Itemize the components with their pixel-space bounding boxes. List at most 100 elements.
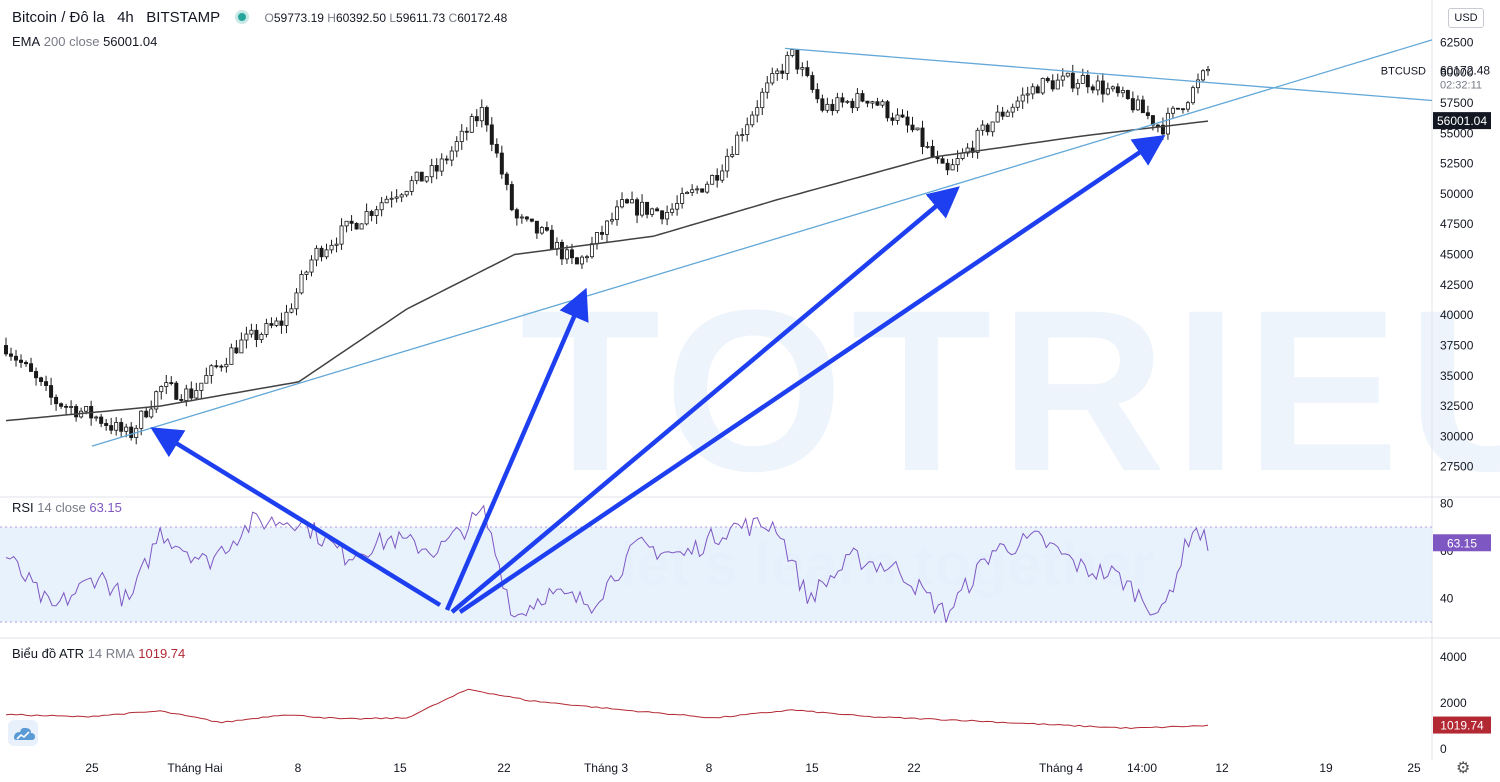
candle-body xyxy=(4,345,9,355)
price-tick-label: 35000 xyxy=(1440,369,1474,383)
currency-button[interactable]: USD xyxy=(1448,8,1484,28)
rsi-line xyxy=(5,504,1209,623)
candle-body xyxy=(1145,112,1150,116)
candle-body xyxy=(795,49,800,70)
rsi-params: 14 close xyxy=(37,500,86,515)
candle-body xyxy=(154,391,159,410)
candle-body xyxy=(559,241,564,260)
time-tick-label: 25 xyxy=(1407,761,1421,775)
candle-body xyxy=(830,103,835,112)
candle-body xyxy=(99,416,104,424)
candle-body xyxy=(494,143,499,154)
annotation-arrow-4 xyxy=(458,134,1166,614)
time-tick-label: 15 xyxy=(805,761,819,775)
candle-body xyxy=(254,329,259,341)
candle-body xyxy=(975,129,980,153)
candle-body xyxy=(444,158,449,161)
candle-body xyxy=(805,67,810,76)
candle-body xyxy=(189,388,194,399)
candle-body xyxy=(309,259,314,273)
rsi-legend[interactable]: RSI 14 close 63.15 xyxy=(12,500,122,515)
rsi-band-fill xyxy=(0,527,1432,622)
candle-body xyxy=(39,377,44,382)
candle-body xyxy=(54,396,59,405)
candle-body xyxy=(945,162,950,171)
candle-body xyxy=(399,194,404,198)
candle-body xyxy=(1195,79,1200,89)
candle-body xyxy=(144,410,149,418)
atr-value-tag-bg xyxy=(1433,716,1491,734)
candle-body xyxy=(584,256,589,259)
candle-body xyxy=(579,256,584,265)
bar-countdown-label: 02:32:11 xyxy=(1440,80,1482,92)
candle-body xyxy=(209,365,214,376)
exchange: BITSTAMP xyxy=(146,9,221,26)
settings-gear-icon[interactable]: ⚙ xyxy=(1456,760,1471,777)
annotation-arrows xyxy=(150,134,1166,614)
time-tick-label: 22 xyxy=(907,761,921,775)
candle-body xyxy=(835,97,840,112)
candle-body xyxy=(384,198,389,204)
candle-body xyxy=(204,375,209,384)
candle-body xyxy=(650,208,655,215)
candle-body xyxy=(184,388,189,401)
candle-body xyxy=(705,183,710,193)
ema-legend[interactable]: EMA 200 close 56001.04 xyxy=(12,34,157,49)
candle-body xyxy=(569,249,574,259)
candle-body xyxy=(1095,80,1100,91)
candle-body xyxy=(980,124,985,131)
tradingview-logo-icon[interactable] xyxy=(8,720,38,746)
candle-body xyxy=(770,73,775,84)
candle-body xyxy=(484,107,489,126)
rsi-value-tag-bg xyxy=(1433,534,1491,552)
candle-body xyxy=(810,75,815,90)
price-tick-label: 40000 xyxy=(1440,308,1474,322)
candle-body xyxy=(1000,111,1005,117)
candle-body xyxy=(179,398,184,401)
candle-body xyxy=(529,218,534,222)
candle-body xyxy=(875,101,880,106)
candle-body xyxy=(605,220,610,235)
candle-body xyxy=(775,70,780,74)
open-label: O xyxy=(264,11,274,25)
candle-body xyxy=(760,91,765,109)
low-label: L xyxy=(389,11,397,25)
candle-body xyxy=(1075,82,1080,89)
candle-body xyxy=(665,212,670,220)
candle-body xyxy=(985,124,990,133)
close-value: 60172.48 xyxy=(457,11,508,25)
interval[interactable]: 4h xyxy=(117,9,134,26)
candle-body xyxy=(374,209,379,216)
candle-body xyxy=(610,219,615,222)
atr-value-tag: 1019.74 xyxy=(1440,719,1484,733)
symbol-name[interactable]: Bitcoin / Đô la xyxy=(12,9,105,26)
grid xyxy=(0,0,1500,760)
candle-body xyxy=(119,422,124,432)
candle-body xyxy=(329,244,334,251)
candle-body xyxy=(680,193,685,204)
annotation-arrow-1 xyxy=(150,427,442,607)
candle-body xyxy=(630,199,635,204)
atr-legend[interactable]: Biểu đồ ATR 14 RMA 1019.74 xyxy=(12,646,185,661)
candle-body xyxy=(244,333,249,341)
candle-body xyxy=(890,117,895,121)
candle-body xyxy=(74,406,79,418)
candle-body xyxy=(735,134,740,155)
candle-body xyxy=(695,188,700,191)
price-tick-label: 50000 xyxy=(1440,187,1474,201)
candle-body xyxy=(239,339,244,354)
candle-body xyxy=(1110,86,1115,90)
low-value: 59611.73 xyxy=(396,11,446,25)
candle-body xyxy=(720,170,725,181)
candle-body xyxy=(194,390,199,399)
candle-body xyxy=(1035,86,1040,94)
price-tick-label: 47500 xyxy=(1440,217,1474,231)
candle-body xyxy=(685,191,690,195)
candle-body xyxy=(469,116,474,133)
ema-200-line xyxy=(5,120,1209,422)
candle-body xyxy=(645,201,650,215)
candle-body xyxy=(164,382,169,387)
rsi-tick-label: 40 xyxy=(1440,591,1454,605)
atr-tick-label: 4000 xyxy=(1440,650,1467,664)
